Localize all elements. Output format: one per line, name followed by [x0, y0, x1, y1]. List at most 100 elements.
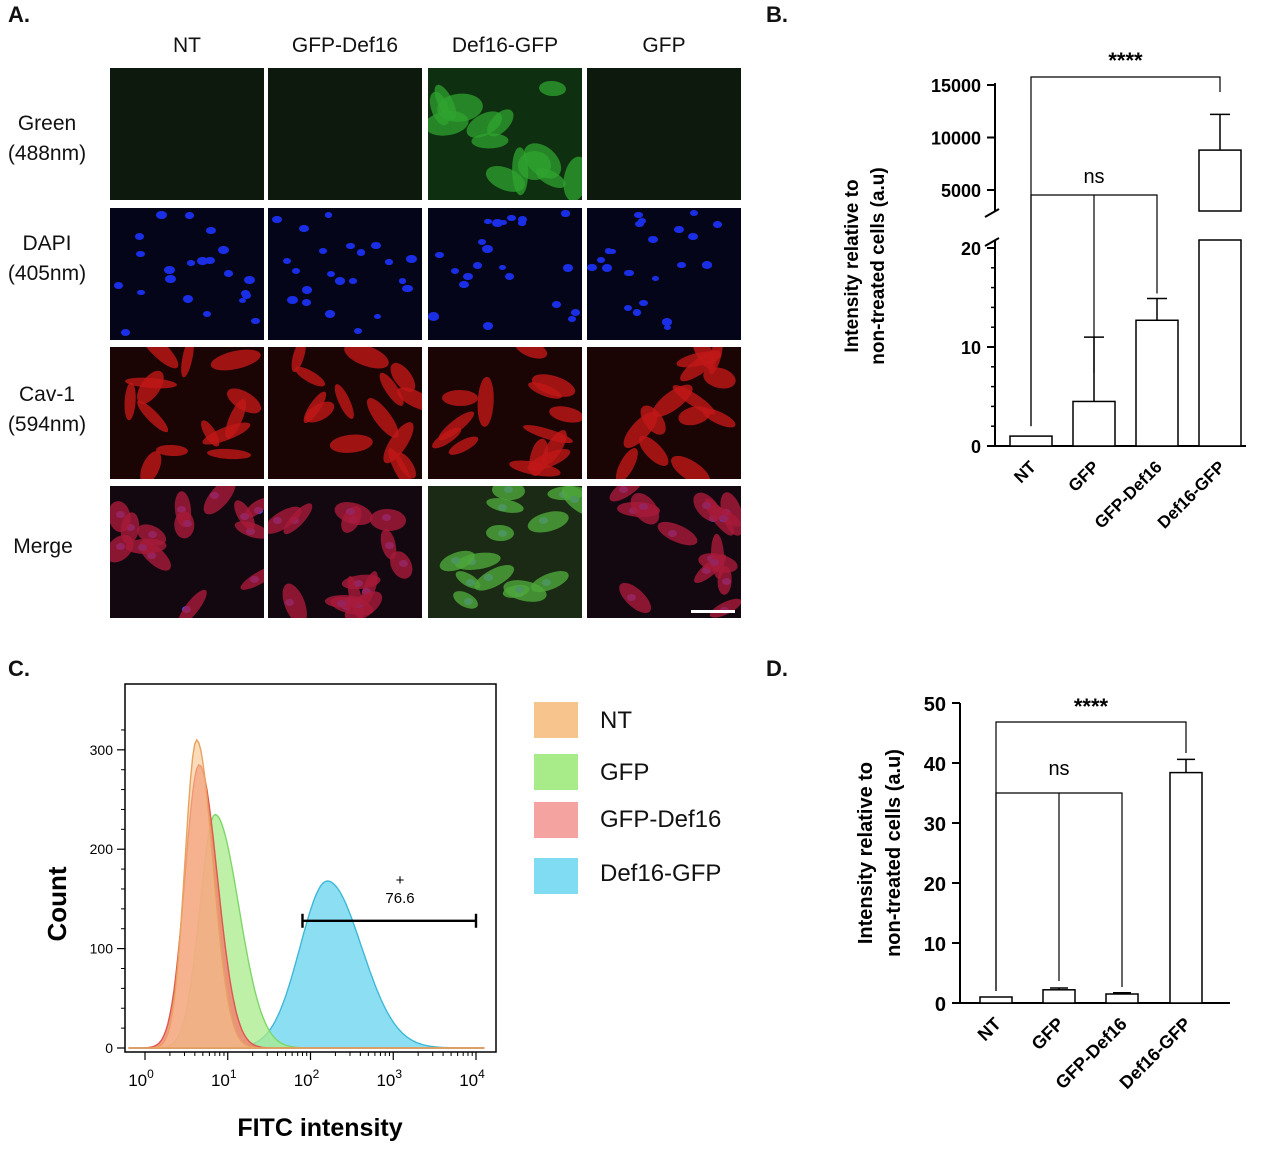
- cell-blob: [648, 235, 659, 244]
- cell-blob: [237, 560, 264, 594]
- y-axis-label-line1: Intensity relative to: [842, 179, 863, 352]
- row-label-green: Green (488nm): [0, 109, 102, 169]
- cell-blob: [182, 295, 193, 303]
- sig-label-stars: ****: [1074, 694, 1109, 719]
- cell-blob: [136, 289, 145, 296]
- cell-blob: [525, 507, 571, 537]
- cell-blob: [136, 250, 145, 258]
- cell-blob: [206, 227, 216, 235]
- cell-blob: [623, 304, 632, 311]
- cell-blob: [560, 154, 582, 200]
- x-tick-label: 104: [459, 1067, 485, 1090]
- cell-blob: [504, 273, 515, 281]
- cell-blob: [614, 577, 657, 618]
- cell-blob: [706, 594, 741, 618]
- y-tick-label: 100: [90, 941, 114, 957]
- scale-bar: [691, 610, 735, 613]
- micrograph-dapi-gfp: [587, 208, 741, 340]
- cell-blob: [406, 255, 418, 264]
- row-label-dapi: DAPI (405nm): [0, 229, 102, 289]
- cell-blob: [114, 282, 124, 289]
- cell-blob: [178, 347, 197, 379]
- micrograph-merge-def16-gfp: [428, 486, 582, 618]
- cell-blob: [340, 347, 393, 374]
- cell-blob: [608, 248, 616, 255]
- cell-blob: [492, 218, 503, 227]
- cell-blob: [174, 510, 195, 539]
- cell-blob: [283, 258, 292, 265]
- gate-symbol: +: [396, 872, 405, 889]
- histogram-nt: [128, 738, 485, 1049]
- bar-nt: [979, 996, 1013, 1004]
- cell-blob: [187, 260, 195, 266]
- cell-blob: [547, 403, 582, 426]
- legend-label-gfp-def16: GFP-Def16: [600, 806, 722, 833]
- x-tick-label: 103: [376, 1067, 402, 1090]
- cell-blob: [632, 309, 642, 316]
- legend-swatch-def16-gfp: [534, 858, 578, 894]
- cell-blob: [123, 382, 138, 422]
- cell-blob: [485, 524, 514, 542]
- micrograph-merge-gfp-def16: [268, 486, 422, 618]
- cell-blob: [202, 310, 212, 318]
- y-tick-label: 10000: [931, 129, 981, 149]
- y-axis-label-line2: non-treated cells (a.u): [868, 167, 889, 364]
- cell-blob: [369, 507, 407, 532]
- cell-blob: [477, 376, 496, 428]
- cell-blob: [208, 347, 263, 375]
- cell-blob: [561, 210, 570, 217]
- cell-blob: [587, 263, 597, 272]
- cell-blob: [242, 292, 252, 299]
- micrograph-cav1-nt: [110, 347, 264, 479]
- legend-label-gfp: GFP: [600, 759, 650, 786]
- y-tick-label: 30: [924, 814, 946, 836]
- cell-blob: [517, 215, 528, 223]
- y-tick-label: 20: [924, 874, 946, 896]
- y-tick-label: 300: [90, 742, 114, 758]
- x-tick-label: 101: [211, 1067, 237, 1090]
- cell-blob: [324, 211, 333, 218]
- cell-blob: [662, 318, 673, 326]
- x-tick-label: NT: [1010, 457, 1040, 487]
- cell-blob: [238, 297, 247, 303]
- cell-blob: [653, 517, 700, 551]
- cell-blob: [371, 242, 381, 250]
- panel-b-letter: B.: [766, 2, 788, 27]
- cell-blob: [287, 295, 299, 305]
- column-label-gfp: GFP: [642, 34, 686, 57]
- cell-blob: [551, 301, 562, 309]
- cell-blob: [163, 265, 175, 275]
- y-tick-label: 200: [90, 841, 114, 857]
- sig-label-ns: ns: [1083, 166, 1104, 188]
- cell-blob: [334, 276, 346, 285]
- cell-blob: [243, 275, 255, 284]
- micrograph-dapi-nt: [110, 208, 264, 340]
- cell-blob: [133, 397, 172, 437]
- cell-blob: [602, 264, 613, 272]
- cell-blob: [206, 447, 252, 461]
- micrograph-cav1-gfp-def16: [268, 347, 422, 479]
- axis-break-mark: [984, 237, 1000, 247]
- cell-blob: [385, 259, 393, 265]
- sig-label-stars: ****: [1108, 48, 1143, 73]
- bar-gfp-def16: [1105, 993, 1139, 1004]
- axis-break-mark: [984, 208, 1000, 218]
- column-label-def16-gfp: Def16-GFP: [451, 34, 559, 57]
- cell-blob: [713, 221, 723, 229]
- cell-blob: [483, 322, 494, 330]
- row-label-cav1-line2: (594nm): [7, 413, 87, 436]
- cell-blob: [291, 268, 300, 275]
- y-axis-label: Intensity relative to non-treated cells (…: [855, 749, 905, 957]
- cell-blob: [402, 284, 413, 293]
- y-tick-label: 40: [924, 754, 946, 776]
- cell-blob: [272, 215, 282, 223]
- cell-blob: [134, 232, 144, 240]
- micrograph-cav1-def16-gfp: [428, 347, 582, 479]
- bar-def16-gfp: [1198, 149, 1242, 212]
- cell-blob: [325, 594, 365, 609]
- cell-blob: [459, 280, 470, 288]
- cell-blob: [374, 313, 382, 319]
- cell-blob: [165, 274, 176, 283]
- cell-blob: [499, 219, 507, 225]
- y-tick-label: 50: [924, 694, 946, 716]
